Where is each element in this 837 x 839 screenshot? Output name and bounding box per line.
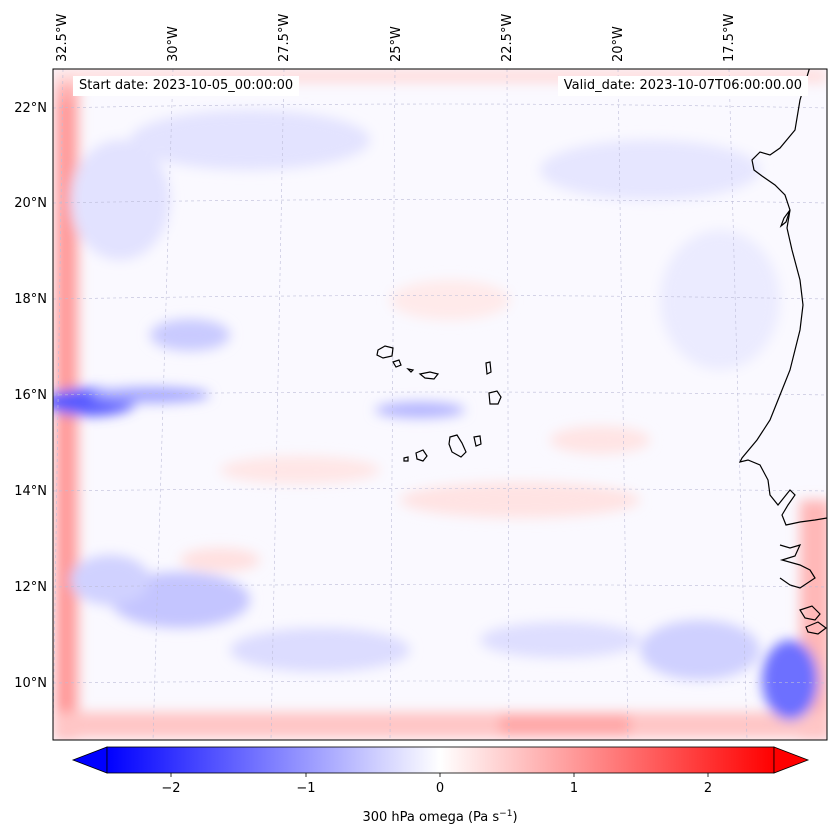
island-maio bbox=[473, 435, 482, 447]
african-coastline bbox=[738, 69, 827, 526]
island-sal bbox=[485, 361, 492, 375]
lon-label: 27.5°W bbox=[277, 14, 292, 62]
lat-label: 16°N bbox=[14, 388, 47, 403]
lon-label: 25°W bbox=[389, 26, 404, 62]
lat-label: 12°N bbox=[14, 580, 47, 595]
lat-label: 20°N bbox=[14, 196, 47, 211]
omega-field bbox=[53, 69, 827, 740]
longitude-labels: 32.5°W 30°W 27.5°W 25°W 22.5°W 20°W 17.5… bbox=[55, 14, 737, 62]
lon-label: 30°W bbox=[166, 26, 181, 62]
island-fogo bbox=[415, 449, 428, 462]
lat-label: 18°N bbox=[14, 292, 47, 307]
lat-label: 22°N bbox=[14, 101, 47, 116]
valid-date-label: Valid_date: 2023-10-07T06:00:00.00 bbox=[557, 76, 808, 96]
lon-label: 17.5°W bbox=[722, 14, 737, 62]
island-boa-vista bbox=[488, 390, 502, 405]
lon-label: 22.5°W bbox=[500, 14, 515, 62]
colorbar-extend-max bbox=[773, 746, 810, 774]
colorbar-extend-min bbox=[71, 746, 108, 774]
island-santiago bbox=[448, 434, 467, 458]
map-frame bbox=[52, 68, 828, 741]
lon-label: 20°W bbox=[611, 26, 626, 62]
island-sao-vicente bbox=[392, 359, 402, 368]
colorbar-label: 300 hPa omega (Pa s−1) bbox=[362, 809, 517, 825]
coastlines bbox=[376, 69, 827, 635]
colorbar-gradient bbox=[106, 746, 775, 774]
island-sao-nicolau bbox=[418, 371, 440, 380]
colorbar-tick-label: 2 bbox=[704, 781, 712, 796]
colorbar-tick-label: 1 bbox=[570, 781, 578, 796]
colorbar: −2 −1 0 1 2 300 hPa omega (Pa s−1) bbox=[71, 746, 810, 825]
colorbar-tick-label: −2 bbox=[161, 781, 180, 796]
start-date-label: Start date: 2023-10-05_00:00:00 bbox=[73, 76, 300, 96]
island-santo-antao bbox=[376, 345, 394, 359]
lon-label: 32.5°W bbox=[55, 14, 70, 62]
latitude-labels: 22°N 20°N 18°N 16°N 14°N 12°N 10°N bbox=[14, 101, 47, 691]
colorbar-tick-label: 0 bbox=[436, 781, 444, 796]
colorbar-tick-label: −1 bbox=[296, 781, 315, 796]
map-gridlines bbox=[53, 69, 827, 740]
island-brava bbox=[403, 456, 409, 462]
lat-label: 10°N bbox=[14, 676, 47, 691]
lat-label: 14°N bbox=[14, 484, 47, 499]
